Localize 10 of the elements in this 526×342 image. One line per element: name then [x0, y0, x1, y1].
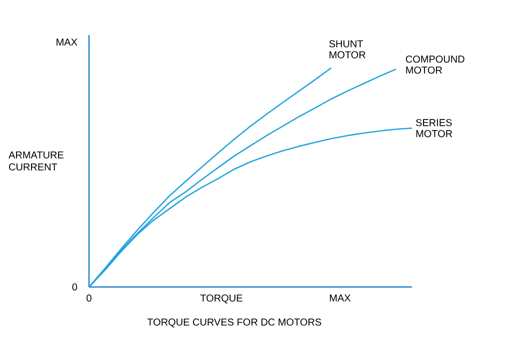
text: 0 [86, 294, 92, 302]
text: 0 [72, 283, 78, 291]
x-axis-title: TORQUE [200, 294, 242, 304]
text: TORQUE CURVES FOR DC MOTORS [147, 318, 322, 328]
series-label: SHUNT MOTOR [329, 40, 366, 58]
text: MAX [330, 294, 351, 302]
text: MAX [56, 38, 78, 46]
series-label: COMPOUND MOTOR [406, 56, 464, 74]
series-label: SERIES MOTOR [416, 119, 452, 138]
y-axis-title: ARMATURE CURRENT [8, 152, 64, 170]
